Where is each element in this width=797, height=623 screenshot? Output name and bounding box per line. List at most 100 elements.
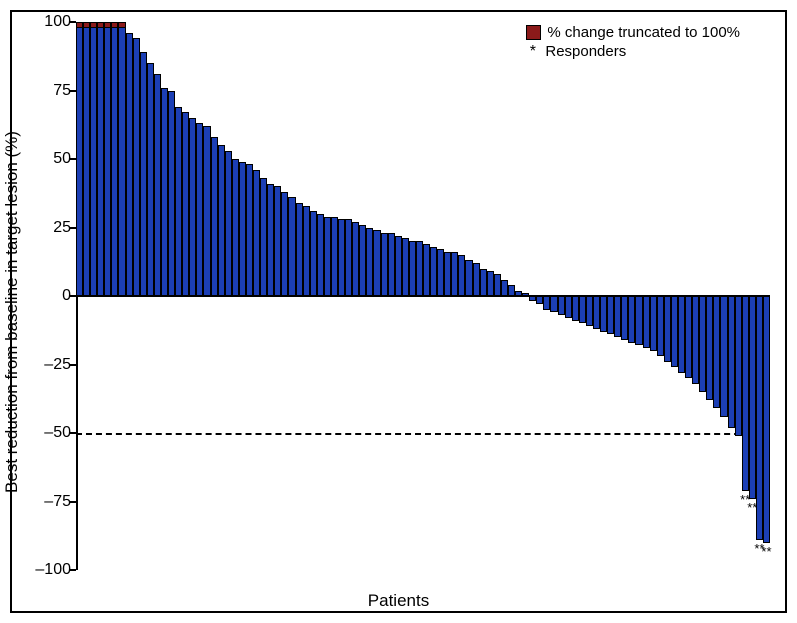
bar (657, 296, 664, 356)
bar (253, 170, 260, 296)
bar (572, 296, 579, 321)
bar (728, 296, 735, 428)
bar (373, 230, 380, 296)
bar (274, 186, 281, 296)
bar (359, 225, 366, 296)
bar (565, 296, 572, 318)
bar (324, 217, 331, 296)
bar (628, 296, 635, 343)
bar (756, 296, 763, 540)
bar (189, 118, 196, 296)
legend-swatch-truncated (526, 25, 541, 40)
bar (352, 222, 359, 296)
bar (494, 274, 501, 296)
bar-truncated-cap (118, 22, 125, 28)
bar (338, 219, 345, 296)
bar (522, 293, 529, 296)
bar (763, 296, 770, 543)
bar (430, 247, 437, 296)
y-tick-label: –75 (44, 493, 71, 511)
bar (118, 22, 125, 296)
legend-star-icon: * (526, 45, 539, 58)
bar (409, 241, 416, 296)
bar (451, 252, 458, 296)
bar (593, 296, 600, 329)
legend-item-responders: * Responders (526, 43, 740, 60)
bar (480, 269, 487, 296)
bar (76, 22, 83, 296)
bar (182, 112, 189, 296)
bar (579, 296, 586, 323)
legend-label-truncated: % change truncated to 100% (547, 24, 740, 41)
bar (437, 249, 444, 296)
bar (749, 296, 756, 499)
bar (515, 291, 522, 296)
bar (126, 33, 133, 296)
bar (345, 219, 352, 296)
bar (97, 22, 104, 296)
waterfall-chart-container: Best reduction from baseline in target l… (0, 0, 797, 623)
bar (558, 296, 565, 315)
y-tick-label: –25 (44, 356, 71, 374)
bar (232, 159, 239, 296)
bar (742, 296, 749, 491)
bar (543, 296, 550, 310)
reference-line (76, 433, 770, 435)
bar (487, 271, 494, 296)
bar-truncated-cap (83, 22, 90, 28)
bar (239, 162, 246, 296)
bar (140, 52, 147, 296)
bar (444, 252, 451, 296)
bar (678, 296, 685, 373)
bar (664, 296, 671, 362)
bar (550, 296, 557, 312)
legend-item-truncated: % change truncated to 100% (526, 24, 740, 41)
bar (154, 74, 161, 296)
y-axis-label: Best reduction from baseline in target l… (2, 131, 22, 493)
y-tick-label: –50 (44, 424, 71, 442)
bar-truncated-cap (76, 22, 83, 28)
bar (423, 244, 430, 296)
bar (586, 296, 593, 326)
bar (607, 296, 614, 334)
bar (735, 296, 742, 436)
bar (643, 296, 650, 348)
bar (133, 38, 140, 296)
bar (416, 241, 423, 296)
bar (90, 22, 97, 296)
bar (218, 145, 225, 296)
bar (388, 233, 395, 296)
bar (83, 22, 90, 296)
bar (692, 296, 699, 384)
bar (614, 296, 621, 337)
bar (203, 126, 210, 296)
bar (111, 22, 118, 296)
bar (310, 211, 317, 296)
bar (473, 263, 480, 296)
bar (465, 260, 472, 296)
bar (671, 296, 678, 367)
bar (685, 296, 692, 378)
bar (317, 214, 324, 296)
bar (331, 217, 338, 296)
bar (196, 123, 203, 296)
bar (260, 178, 267, 296)
bar (650, 296, 657, 351)
bar (175, 107, 182, 296)
bar (508, 285, 515, 296)
bar (501, 280, 508, 296)
bar (147, 63, 154, 296)
bar (699, 296, 706, 392)
bar (706, 296, 713, 400)
bar (296, 203, 303, 296)
bar (246, 164, 253, 296)
bar (104, 22, 111, 296)
bar (600, 296, 607, 332)
legend: % change truncated to 100% * Responders (526, 24, 740, 62)
x-axis-label: Patients (368, 591, 429, 611)
bar (267, 184, 274, 296)
bar (281, 192, 288, 296)
bar (366, 228, 373, 297)
bar (621, 296, 628, 340)
bar (288, 197, 295, 296)
